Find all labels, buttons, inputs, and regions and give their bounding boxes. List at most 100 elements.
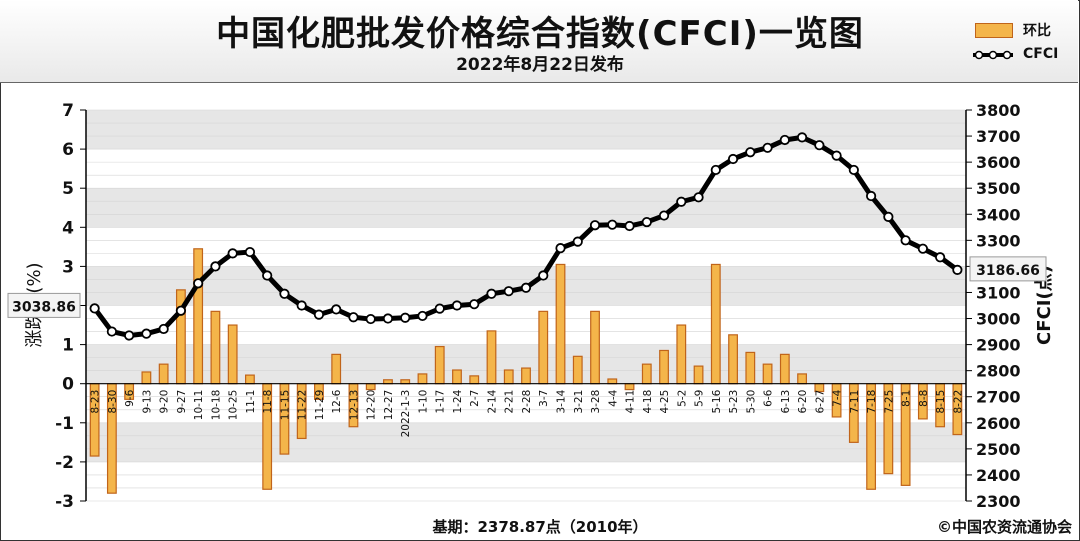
category-label: 11-22 [297,390,309,421]
category-label: 8-23 [90,390,102,414]
cfci-point [658,210,670,221]
cfci-point [572,236,583,247]
cfci-point [279,288,290,299]
bar [331,353,342,385]
category-label: 2-28 [521,390,533,414]
base-period-note: 基期：2378.87点（2010年） [432,518,648,536]
category-label: 12-6 [331,389,343,413]
category-label: 9-13 [141,390,153,414]
cfci-point [693,192,704,203]
category-label: 12-27 [383,390,395,421]
category-label: 6-20 [797,390,809,414]
legend-bar-swatch [975,23,1013,38]
category-label: 7-25 [883,390,895,414]
cfci-point [106,326,117,337]
cfci-point [451,300,463,311]
cfci-point [296,300,307,311]
legend-line-label: CFCI [1023,46,1059,62]
chart-title: 中国化肥批发价格综合指数(CFCI)一览图 [216,14,864,54]
bar [452,369,462,385]
cfci-point [382,313,394,324]
cfci-point [348,312,359,323]
cfci-point [365,313,376,325]
category-label: 9-27 [176,390,188,414]
category-label: 9-20 [159,390,171,414]
category-label: 8-30 [107,390,119,414]
category-label: 2022-1-3 [400,390,412,438]
category-label: 12-13 [348,390,360,421]
bar [693,365,704,385]
bar [365,383,376,391]
cfci-point [141,328,152,339]
category-label: 11-1 [245,390,257,414]
cfci-point [124,330,135,341]
category-label: 7-18 [866,390,878,414]
grid-band [86,110,966,150]
first-value-label: 3038.86 [12,299,76,315]
cfci-point [727,153,739,165]
bar [417,373,428,385]
bar [590,310,600,385]
category-label: 3-28 [590,390,602,414]
category-label: 5-30 [745,390,757,414]
category-label: 9-6 [124,389,136,406]
bar [434,345,445,385]
cfci-point [952,264,963,275]
cfci-point [589,220,601,231]
category-label: 5-2 [676,390,688,407]
chart-header [0,0,1078,83]
cfci-point [227,248,238,259]
cfci-point [89,303,100,314]
category-label: 3-21 [573,390,585,414]
bar [641,363,652,385]
category-label: 4-25 [659,390,671,414]
category-label: 5-16 [711,389,723,413]
bar [210,310,221,385]
right-tick-label: 2900 [976,336,1021,355]
bar [469,375,480,385]
category-label: 10-11 [193,390,205,421]
right-tick-label: 3400 [976,205,1021,224]
right-tick-label: 3600 [976,153,1021,172]
cfci-point [520,282,532,293]
right-tick-label: 3300 [976,231,1021,250]
cfci-point [313,309,325,320]
category-label: 8-15 [935,390,947,414]
category-label: 2-14 [486,389,498,413]
cfci-point [210,261,221,272]
bar [193,248,204,385]
cfci-point [175,305,187,316]
bar [245,374,255,385]
bar [728,334,738,385]
left-tick-label: 5 [62,179,74,199]
bar [797,373,807,385]
cfci-point [796,132,808,143]
bar [572,355,583,385]
category-label: 6-13 [780,390,792,414]
left-tick-label: 0 [62,375,74,395]
cfci-point [624,220,635,232]
legend-bar-label: 环比 [1023,23,1051,39]
cfci-point [831,150,842,161]
category-label: 1-24 [452,389,464,413]
bar [779,353,790,385]
cfci-point [779,134,790,146]
cfci-point [538,270,549,281]
left-tick-label: 3 [62,257,74,277]
cfci-point [900,235,911,246]
cfci-point [417,310,428,322]
cfci-point [331,304,342,315]
category-label: 4-18 [642,390,654,414]
category-label: 11-15 [279,390,291,421]
cfci-point [469,299,480,310]
bar [710,263,721,385]
right-tick-label: 2300 [976,492,1021,511]
category-label: 11-8 [262,390,274,414]
cfci-point [262,270,273,281]
bar [555,263,566,385]
right-tick-label: 3100 [976,283,1021,302]
category-label: 4-4 [607,389,619,406]
right-tick-label: 2700 [976,388,1021,407]
right-tick-label: 3500 [976,179,1021,198]
bar [538,310,549,385]
